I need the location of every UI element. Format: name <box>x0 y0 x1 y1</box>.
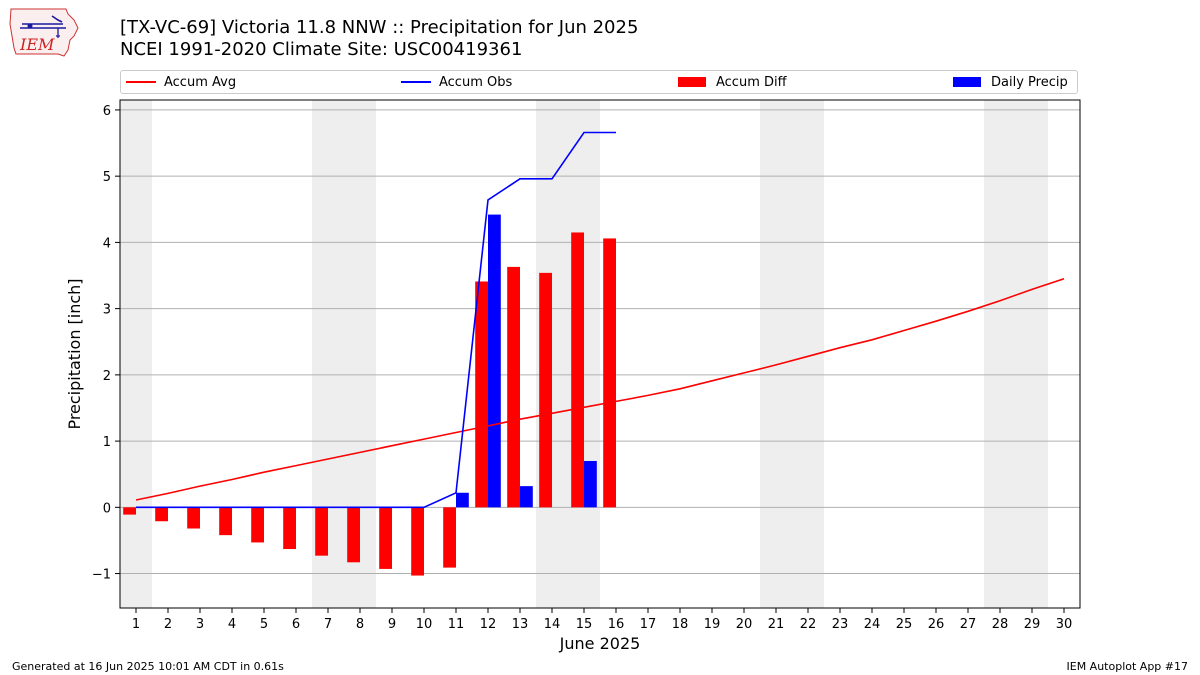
x-tick-label: 17 <box>640 617 657 632</box>
legend-item-accum-diff: Accum Diff <box>678 71 787 93</box>
x-tick-label: 26 <box>928 617 945 632</box>
daily-precip-bar-day-13 <box>520 486 533 508</box>
accum-diff-bar-day-3 <box>187 507 200 529</box>
plot-frame <box>119 99 1081 609</box>
legend-swatch-accum-diff <box>678 77 706 87</box>
legend-item-accum-avg: Accum Avg <box>126 71 236 93</box>
x-tick-label: 4 <box>228 617 236 632</box>
x-tick-label: 6 <box>292 617 300 632</box>
legend-label-daily-precip: Daily Precip <box>991 74 1068 90</box>
legend-item-accum-obs: Accum Obs <box>401 71 512 93</box>
legend-swatch-accum-obs <box>401 81 431 83</box>
x-tick-label: 22 <box>800 617 817 632</box>
accum-diff-bar-day-4 <box>219 507 232 536</box>
legend-label-accum-avg: Accum Avg <box>164 74 237 90</box>
accum-diff-bar-day-10 <box>411 507 424 576</box>
x-tick-label: 3 <box>196 617 204 632</box>
legend-swatch-accum-avg <box>126 81 156 83</box>
accum-diff-bar-day-11 <box>443 507 456 568</box>
y-axis-label: Precipitation [inch] <box>65 278 84 429</box>
weekend-band-day-21 <box>760 100 792 608</box>
legend-item-daily-precip: Daily Precip <box>953 71 1068 93</box>
y-tick-label: −1 <box>92 568 111 583</box>
accum-avg-line <box>135 278 1065 501</box>
accum-diff-bar-day-13 <box>507 266 520 508</box>
x-tick-label: 20 <box>736 617 753 632</box>
y-tick-label: 0 <box>103 501 111 516</box>
daily-precip-bar-day-11 <box>456 492 469 508</box>
x-tick-label: 13 <box>512 617 529 632</box>
accum-diff-bar-day-6 <box>283 507 296 550</box>
accum-diff-bar-day-14 <box>539 272 552 508</box>
accum-diff-bar-day-5 <box>251 507 264 543</box>
gridline-layer <box>120 109 1080 575</box>
x-tick-label: 25 <box>896 617 913 632</box>
title-line-1: [TX-VC-69] Victoria 11.8 NNW :: Precipit… <box>120 17 639 38</box>
accum-diff-bar-day-7 <box>315 507 328 556</box>
weekend-band-day-1 <box>120 100 152 608</box>
x-tick-label: 5 <box>260 617 268 632</box>
legend-label-accum-diff: Accum Diff <box>716 74 787 90</box>
y-tick-label: 5 <box>103 170 111 185</box>
accum-diff-bar-day-9 <box>379 507 392 569</box>
x-tick-label: 24 <box>864 617 881 632</box>
x-tick-label: 12 <box>480 617 497 632</box>
accum-obs-line <box>136 131 616 509</box>
accum-diff-bar-day-16 <box>603 238 616 508</box>
y-tick-label: 1 <box>103 435 111 450</box>
title-line-2: NCEI 1991-2020 Climate Site: USC00419361 <box>120 39 523 60</box>
x-tick-label: 27 <box>960 617 977 632</box>
chart-legend: Accum Avg Accum Obs Accum Diff Daily Pre… <box>120 70 1078 94</box>
x-tick-label: 29 <box>1024 617 1041 632</box>
x-tick-label: 11 <box>448 617 465 632</box>
y-tick-label: 4 <box>103 236 111 251</box>
daily-precip-bar-day-12 <box>488 214 501 508</box>
accum-diff-bar-day-15 <box>571 232 584 508</box>
y-tick-label: 3 <box>103 303 111 318</box>
legend-swatch-daily-precip <box>953 77 981 87</box>
x-tick-label: 14 <box>544 617 561 632</box>
weekend-band-day-29 <box>1016 100 1048 608</box>
accum-diff-bar-day-12 <box>475 281 488 508</box>
accum-diff-bar-day-2 <box>155 507 168 522</box>
iem-logo: IEM <box>9 8 79 57</box>
x-axis-label: June 2025 <box>559 634 641 653</box>
accum-diff-bar-day-8 <box>347 507 360 563</box>
x-tick-label: 19 <box>704 617 721 632</box>
x-tick-label: 30 <box>1056 617 1073 632</box>
legend-label-accum-obs: Accum Obs <box>439 74 513 90</box>
x-tick-label: 1 <box>132 617 140 632</box>
x-tick-label: 21 <box>768 617 785 632</box>
x-tick-label: 18 <box>672 617 689 632</box>
generated-timestamp: Generated at 16 Jun 2025 10:01 AM CDT in… <box>12 660 284 673</box>
y-tick-label: 6 <box>103 104 111 119</box>
y-tick-label: 2 <box>103 369 111 384</box>
logo-text: IEM <box>19 35 55 54</box>
line-layer <box>135 131 1065 509</box>
bar-layer <box>123 214 616 576</box>
x-tick-label: 23 <box>832 617 849 632</box>
app-credit: IEM Autoplot App #17 <box>1066 660 1189 673</box>
x-tick-label: 28 <box>992 617 1009 632</box>
x-tick-label: 8 <box>356 617 364 632</box>
x-tick-label: 10 <box>416 617 433 632</box>
x-tick-label: 2 <box>164 617 172 632</box>
chart-title: [TX-VC-69] Victoria 11.8 NNW :: Precipit… <box>120 17 638 61</box>
x-tick-label: 9 <box>388 617 396 632</box>
daily-precip-bar-day-15 <box>584 460 597 508</box>
accum-diff-bar-day-1 <box>123 507 136 515</box>
x-tick-label: 7 <box>324 617 332 632</box>
x-tick-label: 16 <box>608 617 625 632</box>
weekend-band-day-28 <box>984 100 1016 608</box>
x-tick-label: 15 <box>576 617 593 632</box>
